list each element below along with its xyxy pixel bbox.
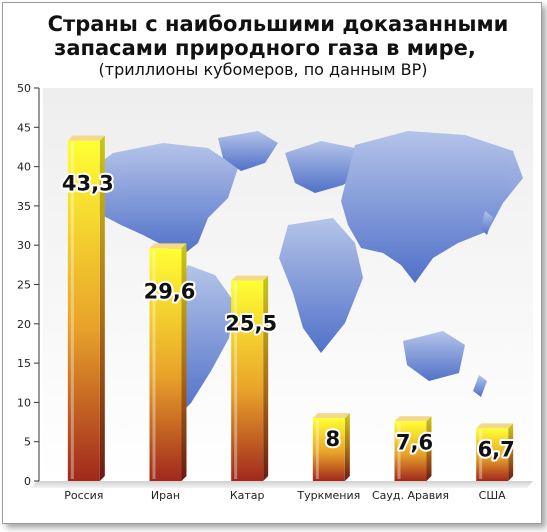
bar-highlight xyxy=(152,250,156,479)
y-tick-label: 45 xyxy=(17,121,31,134)
bar-side xyxy=(344,413,350,481)
bar-side xyxy=(263,275,269,481)
value-label: 43,3 xyxy=(62,172,114,196)
bar-chart: Страны с наибольшими доказанными запасам… xyxy=(17,12,533,502)
title-line-2: запасами природного газа в мире, xyxy=(54,36,476,60)
bars-group xyxy=(67,135,514,482)
greenland-shape xyxy=(218,131,278,171)
europe-shape xyxy=(285,141,365,193)
bar-front xyxy=(67,140,100,482)
bar-top xyxy=(149,243,187,249)
bar-highlight xyxy=(315,420,319,479)
x-tick-label: Иран xyxy=(151,489,180,502)
bar-top xyxy=(231,275,269,281)
bar-front xyxy=(312,418,345,481)
title-line-1: Страны с наибольшими доказанными xyxy=(48,12,509,36)
asia-shape xyxy=(341,131,523,283)
x-tick-label: Катар xyxy=(230,489,265,502)
bar-top xyxy=(394,416,432,422)
bar-6 xyxy=(476,423,514,481)
y-tick-label: 10 xyxy=(17,396,31,409)
y-tick-label: 5 xyxy=(24,436,31,449)
value-labels: 43,3 29,6 25,5 8 7,6 6,7 xyxy=(60,170,517,464)
x-tick-label: США xyxy=(479,489,506,502)
bar-side xyxy=(181,243,187,481)
world-map-background xyxy=(73,131,523,413)
bar-front xyxy=(149,248,182,481)
bar-side xyxy=(508,423,514,481)
y-tick-label: 25 xyxy=(17,279,31,292)
value-label: 7,6 xyxy=(396,430,433,454)
japan-shape xyxy=(481,211,493,235)
bar-highlight xyxy=(70,142,74,480)
y-tick-label: 0 xyxy=(24,475,31,488)
x-tick-label: Туркмения xyxy=(296,489,360,502)
value-label: 25,5 xyxy=(225,312,277,336)
africa-shape xyxy=(279,218,363,353)
bar-front xyxy=(231,280,264,481)
y-tick-label: 30 xyxy=(17,239,31,252)
bar-top xyxy=(312,413,350,419)
value-label: 29,6 xyxy=(144,279,196,303)
value-label: 6,7 xyxy=(478,437,515,461)
bar-2 xyxy=(149,243,187,481)
bar-1 xyxy=(67,135,105,482)
y-tick-label: 40 xyxy=(17,161,31,174)
bar-side xyxy=(426,416,432,481)
north-america-shape xyxy=(73,143,238,255)
bar-5 xyxy=(394,416,432,481)
chart-frame: Страны с наибольшими доказанными запасам… xyxy=(2,2,542,524)
x-tick-label: Сауд. Аравия xyxy=(372,489,449,502)
new-zealand-shape xyxy=(473,375,487,397)
bar-highlight xyxy=(234,282,238,479)
bar-highlight xyxy=(479,430,483,479)
x-axis-ticks: Россия Иран Катар Туркмения Сауд. Аравия США xyxy=(64,489,506,502)
y-axis-ticks: 0 5 10 15 20 25 30 35 40 45 50 xyxy=(17,82,39,488)
y-tick-label: 50 xyxy=(17,82,31,95)
bar-side xyxy=(99,135,105,482)
bar-front xyxy=(394,421,427,481)
x-tick-label: Россия xyxy=(64,489,103,502)
plot-floor xyxy=(31,481,533,488)
bar-front xyxy=(476,428,509,481)
y-tick-label: 20 xyxy=(17,318,31,331)
australia-shape xyxy=(403,331,465,381)
bar-4 xyxy=(312,413,350,481)
chart-title: Страны с наибольшими доказанными запасам… xyxy=(48,12,509,79)
bar-highlight xyxy=(397,423,401,479)
value-label: 8 xyxy=(326,427,341,451)
south-america-shape xyxy=(171,265,235,413)
bar-3 xyxy=(231,275,269,481)
chart-subtitle: (триллионы кубомеров, по данным BP) xyxy=(99,60,428,79)
bar-top xyxy=(476,423,514,429)
y-tick-label: 15 xyxy=(17,357,31,370)
y-tick-label: 35 xyxy=(17,200,31,213)
bar-top xyxy=(67,135,105,141)
